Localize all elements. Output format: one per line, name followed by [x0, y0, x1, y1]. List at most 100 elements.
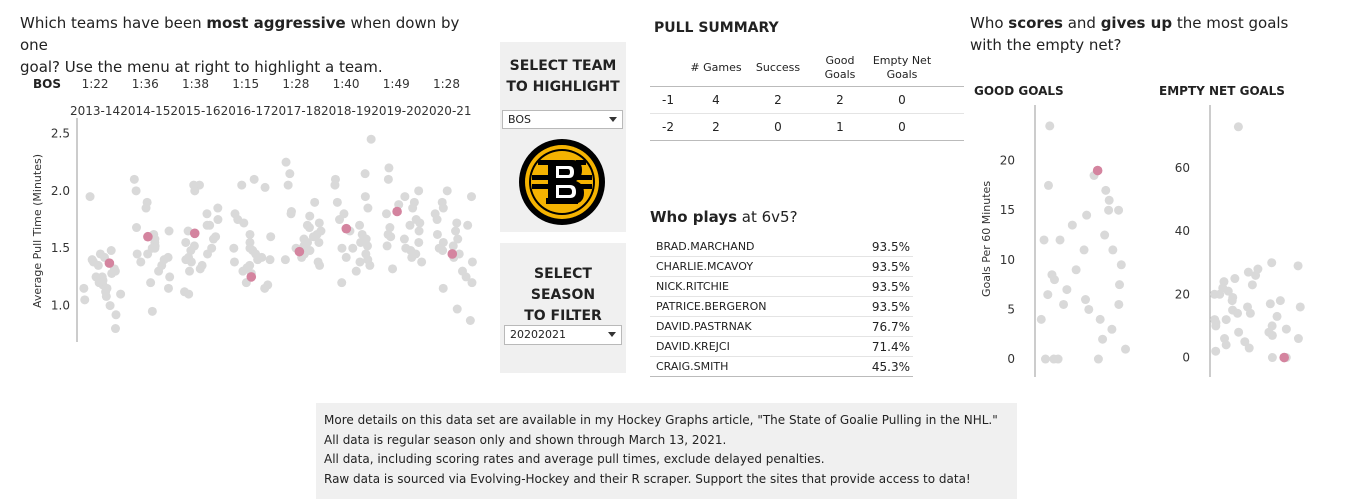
data-point	[335, 215, 345, 225]
data-point	[332, 197, 342, 207]
data-point	[381, 209, 391, 219]
right-title-text: Who	[970, 14, 1009, 32]
highlight-point[interactable]	[189, 228, 200, 239]
highlight-point[interactable]	[294, 246, 305, 257]
data-point	[111, 310, 121, 320]
note-line: Raw data is sourced via Evolving-Hockey …	[324, 471, 971, 486]
data-point	[131, 186, 141, 196]
player-name: DAVID.KREJCI	[656, 340, 730, 353]
highlight-point[interactable]	[392, 206, 402, 217]
data-point	[1230, 274, 1240, 284]
data-point	[1114, 205, 1124, 215]
data-point	[164, 226, 174, 236]
note-line: All data is regular season only and show…	[324, 432, 727, 447]
data-point	[1049, 275, 1059, 285]
pull-time-scatter-chart: 1.0 1.5 2.0 2.5 Average Pull Time (Minutes)	[31, 118, 477, 342]
summary-good-goals: 2	[836, 93, 844, 107]
player-name: NICK.RITCHIE	[656, 280, 729, 293]
data-point	[351, 266, 361, 276]
data-point	[1082, 210, 1092, 220]
data-point	[260, 182, 270, 192]
data-point	[146, 278, 156, 288]
data-point	[132, 223, 142, 233]
data-point	[87, 255, 97, 265]
select-season-panel: SELECT SEASON TO FILTER	[500, 243, 626, 373]
data-point	[461, 272, 471, 282]
data-point	[414, 226, 424, 236]
data-point	[94, 278, 104, 288]
highlight-point[interactable]	[447, 249, 458, 259]
highlight-point[interactable]	[1092, 165, 1103, 176]
highlight-point[interactable]	[1279, 352, 1289, 363]
season-label: 2018-19	[321, 104, 372, 118]
data-point	[283, 180, 293, 190]
highlight-point[interactable]	[104, 258, 115, 268]
data-point	[366, 134, 376, 144]
data-point	[1079, 245, 1089, 255]
data-point	[1221, 315, 1231, 325]
data-point	[280, 255, 290, 265]
data-point	[1244, 343, 1254, 353]
summary-games: 4	[712, 93, 720, 107]
data-point	[362, 241, 372, 251]
data-point	[95, 249, 105, 259]
data-point	[165, 272, 175, 282]
data-point	[286, 209, 296, 219]
data-point	[1116, 260, 1126, 270]
data-point	[1059, 299, 1069, 309]
data-point	[1062, 285, 1072, 295]
data-point	[467, 278, 477, 288]
data-point	[163, 283, 173, 293]
data-point	[303, 237, 313, 247]
data-point	[356, 237, 366, 247]
data-point	[1293, 261, 1303, 271]
highlight-point[interactable]	[341, 223, 352, 234]
data-point	[1240, 337, 1250, 347]
select-season-title: SELECT SEASON TO FILTER	[500, 264, 626, 327]
data-point	[190, 186, 200, 196]
list-item: NICK.RITCHIE 93.5%	[650, 276, 913, 297]
data-point	[184, 289, 194, 299]
season-dropdown[interactable]: 20202021	[504, 325, 622, 345]
data-point	[186, 246, 196, 256]
team-dropdown[interactable]: BOS	[502, 110, 623, 129]
data-point	[154, 266, 164, 276]
data-point	[1243, 302, 1253, 312]
data-point	[245, 243, 255, 253]
y-tick-label: 1.0	[51, 299, 70, 313]
data-point	[442, 186, 452, 196]
data-point	[181, 237, 191, 247]
list-item: CHARLIE.MCAVOY 93.5%	[650, 256, 913, 277]
player-pct: 93.5%	[871, 240, 910, 254]
season-label: 2019-20	[371, 104, 422, 118]
data-point	[245, 229, 255, 239]
data-point	[465, 315, 475, 325]
y-tick-label: 20	[1000, 154, 1015, 168]
data-point	[1040, 354, 1050, 364]
highlight-point[interactable]	[246, 272, 257, 282]
data-point	[1211, 346, 1221, 356]
data-point	[407, 252, 417, 262]
data-point	[141, 203, 151, 213]
left-title-bold: most aggressive	[206, 14, 346, 32]
select-season-title-line2: TO FILTER	[524, 308, 602, 324]
data-point	[341, 252, 351, 262]
data-point	[110, 266, 120, 276]
season-label: 2015-16	[170, 104, 221, 118]
data-point	[305, 211, 315, 221]
data-point	[408, 203, 418, 213]
summary-situation: -2	[662, 120, 674, 134]
header-good-goals: Good Goals	[824, 54, 856, 81]
season-dropdown-value: 20202021	[510, 328, 566, 341]
highlight-point[interactable]	[143, 231, 153, 242]
select-team-title: SELECT TEAM TO HIGHLIGHT	[500, 56, 626, 98]
data-point	[1104, 205, 1114, 215]
data-point	[1247, 280, 1257, 290]
data-point	[452, 304, 462, 314]
good-goals-scatter-chart: 0 5 10 15 20 Goals Per 60 Minutes	[980, 105, 1131, 377]
good-goals-chart-title: GOOD GOALS	[974, 84, 1064, 98]
data-point	[1045, 121, 1055, 131]
data-point	[1071, 265, 1081, 275]
note-line: All data, including scoring rates and av…	[324, 452, 825, 466]
y-tick-label: 5	[1007, 302, 1015, 316]
